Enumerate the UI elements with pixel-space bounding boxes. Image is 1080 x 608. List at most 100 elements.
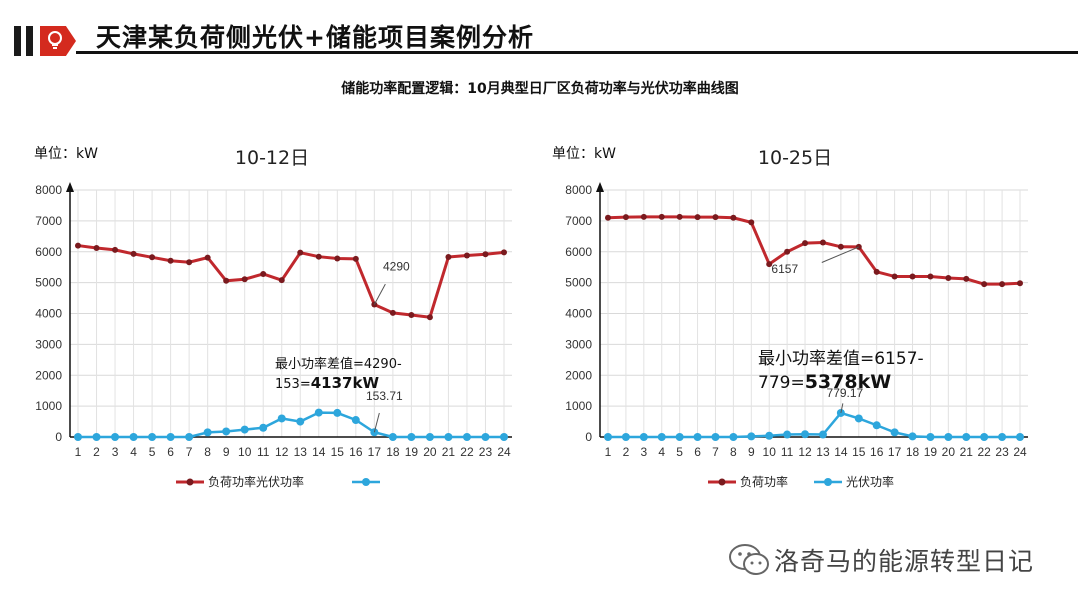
x-tick-label: 10 bbox=[763, 445, 777, 459]
x-tick-label: 11 bbox=[257, 445, 270, 459]
x-tick-label: 17 bbox=[888, 445, 902, 459]
annotation-leader bbox=[373, 412, 380, 433]
x-tick-label: 17 bbox=[368, 445, 382, 459]
x-tick-label: 20 bbox=[942, 445, 956, 459]
data-point-load bbox=[999, 281, 1006, 288]
data-point-pv bbox=[854, 414, 863, 423]
x-tick-label: 2 bbox=[623, 445, 630, 459]
data-point-load bbox=[873, 268, 880, 275]
data-point-load bbox=[186, 259, 193, 266]
min-difference-result: 779=5378kW bbox=[758, 371, 891, 393]
legend-label-load: 负荷功率光伏功率 bbox=[208, 474, 304, 489]
x-tick-label: 23 bbox=[479, 445, 493, 459]
data-point-load bbox=[766, 261, 773, 268]
data-point-load bbox=[909, 273, 916, 280]
data-point-load bbox=[408, 312, 415, 319]
data-point-load bbox=[167, 257, 174, 264]
data-point-pv bbox=[657, 433, 666, 441]
data-point-pv bbox=[425, 433, 434, 441]
data-point-pv bbox=[481, 433, 490, 441]
data-point-load bbox=[130, 250, 137, 257]
x-tick-label: 20 bbox=[423, 445, 437, 459]
data-point-load bbox=[945, 274, 952, 281]
data-point-pv bbox=[388, 433, 397, 441]
legend-marker-pv bbox=[362, 478, 370, 486]
x-tick-label: 10 bbox=[238, 445, 252, 459]
y-tick-label: 3000 bbox=[565, 337, 592, 351]
x-tick-label: 21 bbox=[960, 445, 974, 459]
data-point-pv bbox=[277, 414, 286, 423]
data-point-pv bbox=[872, 421, 881, 430]
data-point-load bbox=[352, 255, 359, 262]
y-tick-label: 7000 bbox=[35, 214, 62, 228]
x-tick-label: 9 bbox=[223, 445, 230, 459]
data-point-pv bbox=[74, 433, 82, 441]
min-difference-result: 153=4137kW bbox=[275, 374, 379, 392]
data-point-pv bbox=[92, 433, 101, 441]
x-tick-label: 16 bbox=[349, 445, 363, 459]
min-difference-prefix: 153= bbox=[275, 377, 311, 392]
data-point-pv bbox=[222, 427, 231, 436]
data-point-pv bbox=[801, 430, 810, 439]
data-point-pv bbox=[129, 433, 138, 441]
x-tick-label: 18 bbox=[906, 445, 920, 459]
data-point-load bbox=[389, 309, 396, 316]
y-tick-label: 5000 bbox=[35, 276, 62, 290]
chart-10-25: 10-25日 0 1000 2000 3000 4000 5000 6000 7000 8000 1… bbox=[565, 147, 1028, 489]
data-point-load bbox=[463, 252, 470, 259]
x-tick-label: 3 bbox=[112, 445, 119, 459]
lightbulb-icon bbox=[48, 31, 62, 49]
data-point-pv bbox=[675, 433, 684, 441]
legend-marker-load bbox=[718, 478, 726, 486]
min-difference-value: 4137kW bbox=[311, 374, 380, 392]
y-tick-label: 6000 bbox=[565, 245, 592, 259]
data-point-load bbox=[712, 214, 719, 221]
data-point-pv bbox=[462, 433, 471, 441]
data-point-load bbox=[963, 275, 970, 282]
data-point-pv bbox=[500, 433, 508, 441]
x-tick-label: 6 bbox=[167, 445, 174, 459]
data-point-pv bbox=[148, 433, 157, 441]
data-point-load bbox=[223, 277, 230, 284]
x-tick-label: 1 bbox=[605, 445, 612, 459]
data-point-load bbox=[927, 273, 934, 280]
data-point-load bbox=[371, 301, 378, 308]
y-tick-label: 4000 bbox=[35, 307, 62, 321]
data-point-load bbox=[149, 254, 156, 261]
x-tick-label: 9 bbox=[748, 445, 755, 459]
legend-marker-load bbox=[186, 478, 194, 486]
min-difference-value: 5378kW bbox=[805, 371, 892, 393]
data-point-pv bbox=[1016, 433, 1024, 441]
y-tick-label: 7000 bbox=[565, 214, 592, 228]
x-tick-label: 12 bbox=[798, 445, 812, 459]
y-tick-label: 0 bbox=[55, 430, 62, 444]
data-point-load bbox=[837, 243, 844, 250]
legend-label-load: 负荷功率 bbox=[740, 474, 788, 489]
min-difference-prefix: 779= bbox=[758, 373, 805, 393]
x-tick-label: 18 bbox=[386, 445, 400, 459]
data-point-load bbox=[482, 251, 489, 258]
x-tick-label: 7 bbox=[186, 445, 193, 459]
data-point-load bbox=[501, 249, 507, 256]
data-point-pv bbox=[783, 430, 792, 439]
page-title: 天津某负荷侧光伏+储能项目案例分析 bbox=[96, 23, 534, 52]
data-point-load bbox=[730, 214, 737, 221]
y-axis-arrow bbox=[66, 182, 74, 192]
x-tick-label: 22 bbox=[977, 445, 991, 459]
x-tick-label: 14 bbox=[834, 445, 848, 459]
data-point-pv bbox=[407, 433, 416, 441]
data-point-load bbox=[819, 239, 826, 246]
data-point-pv bbox=[203, 428, 212, 437]
watermark-text: 洛奇马的能源转型日记 bbox=[774, 547, 1035, 576]
data-point-load bbox=[802, 240, 809, 247]
x-tick-label: 22 bbox=[460, 445, 474, 459]
x-tick-label: 13 bbox=[816, 445, 830, 459]
series-line-pv bbox=[78, 411, 504, 439]
unit-label-left: 单位：kW bbox=[34, 146, 98, 162]
legend-marker-pv bbox=[824, 478, 832, 486]
data-point-load bbox=[334, 255, 341, 262]
data-point-pv bbox=[621, 433, 630, 441]
x-tick-label: 14 bbox=[312, 445, 326, 459]
x-tick-label: 24 bbox=[1013, 445, 1027, 459]
y-tick-label: 2000 bbox=[35, 368, 62, 382]
